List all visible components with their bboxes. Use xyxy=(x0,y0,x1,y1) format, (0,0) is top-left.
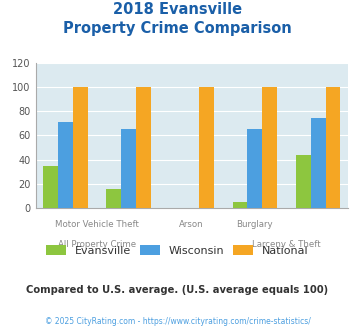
Bar xyxy=(136,87,151,208)
Bar xyxy=(199,87,214,208)
Bar xyxy=(296,155,311,208)
Text: Burglary: Burglary xyxy=(237,219,273,228)
Bar xyxy=(262,87,277,208)
Legend: Evansville, Wisconsin, National: Evansville, Wisconsin, National xyxy=(42,241,313,260)
Text: Compared to U.S. average. (U.S. average equals 100): Compared to U.S. average. (U.S. average … xyxy=(26,285,329,295)
Bar xyxy=(121,129,136,208)
Text: Larceny & Theft: Larceny & Theft xyxy=(252,240,321,249)
Bar xyxy=(58,122,73,208)
Text: Arson: Arson xyxy=(179,219,204,228)
Text: Motor Vehicle Theft: Motor Vehicle Theft xyxy=(55,219,139,228)
Text: 2018 Evansville: 2018 Evansville xyxy=(113,2,242,16)
Text: Property Crime Comparison: Property Crime Comparison xyxy=(63,21,292,36)
Bar xyxy=(311,118,326,208)
Bar xyxy=(106,188,121,208)
Bar xyxy=(247,129,262,208)
Text: © 2025 CityRating.com - https://www.cityrating.com/crime-statistics/: © 2025 CityRating.com - https://www.city… xyxy=(45,317,310,326)
Bar xyxy=(73,87,88,208)
Bar xyxy=(43,166,58,208)
Text: All Property Crime: All Property Crime xyxy=(58,240,136,249)
Bar xyxy=(326,87,340,208)
Bar xyxy=(233,202,247,208)
